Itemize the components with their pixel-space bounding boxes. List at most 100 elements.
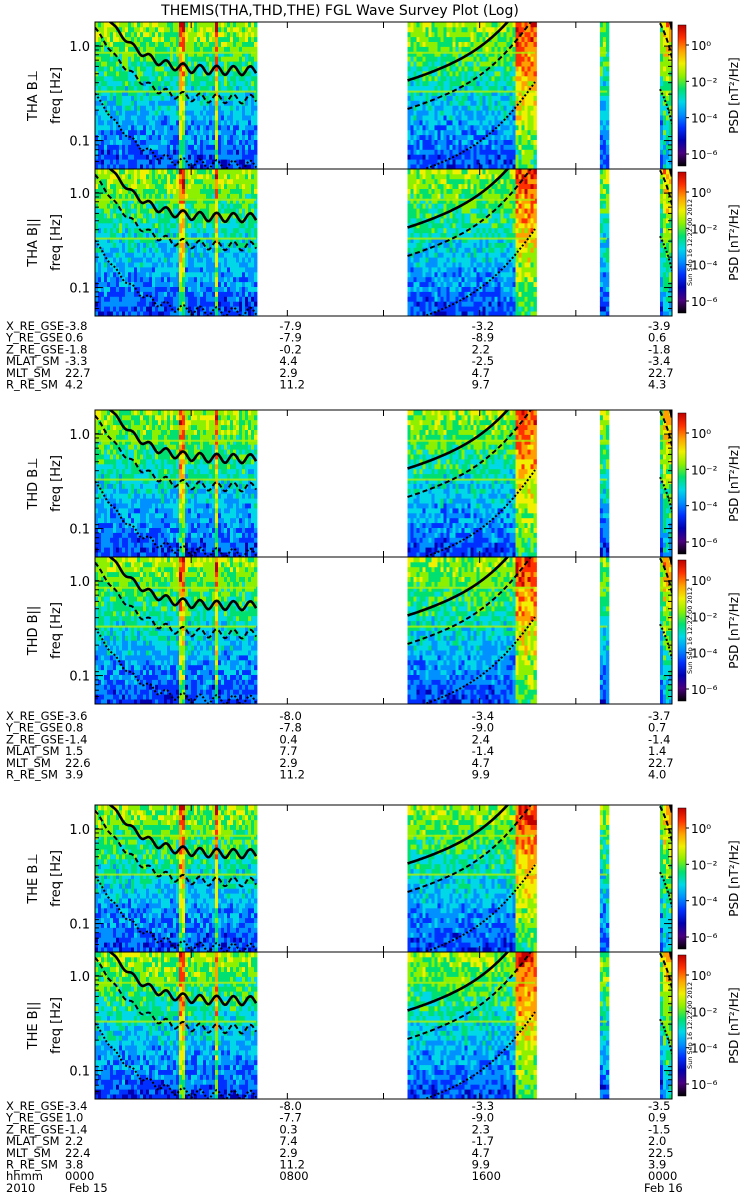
spectrogram-cell	[425, 22, 429, 28]
spectrogram-cell	[158, 95, 162, 101]
spectrogram-cell	[422, 41, 426, 47]
spectrogram-cell	[242, 193, 246, 199]
spectrogram-cell	[185, 46, 189, 52]
spectrogram-cell	[194, 178, 198, 185]
spectrogram-cell	[530, 75, 534, 82]
spectrogram-cell	[455, 144, 459, 150]
spectrogram-cell	[660, 124, 664, 131]
spectrogram-cell	[446, 159, 450, 165]
spectrogram-cell	[663, 115, 667, 121]
spectrogram-cell	[182, 247, 186, 253]
spectrogram-cell	[197, 183, 201, 189]
spectrogram-cell	[98, 95, 102, 101]
spectrogram-cell	[107, 110, 111, 116]
spectrogram-cell	[488, 134, 492, 140]
spectrogram-cell	[164, 252, 168, 258]
spectrogram-cell	[410, 46, 414, 52]
spectrogram-cell	[95, 22, 99, 28]
spectrogram-cell	[509, 139, 513, 145]
spectrogram-cell	[245, 208, 249, 214]
spectrogram-cell	[143, 252, 147, 258]
spectrogram-cell	[248, 281, 252, 287]
spectrogram-cell	[230, 41, 234, 47]
spectrogram-cell	[524, 164, 528, 169]
spectrogram-cell	[110, 110, 114, 116]
spectrogram-cell	[125, 90, 129, 96]
spectrogram-cell	[248, 267, 252, 273]
spectrogram-cell	[521, 164, 525, 169]
spectrogram-cell	[419, 144, 423, 150]
spectrogram-cell	[104, 66, 108, 72]
spectrogram-cell	[125, 41, 129, 47]
spectrogram-cell	[518, 115, 522, 121]
spectrogram-cell	[419, 105, 423, 111]
spectrogram-cell	[434, 164, 438, 169]
spectrogram-cell	[164, 218, 168, 224]
spectrogram-cell	[113, 95, 117, 101]
spectrogram-cell	[518, 159, 522, 165]
spectrogram-cell	[209, 247, 213, 253]
spectrogram-cell	[239, 178, 243, 185]
spectrogram-cell	[167, 213, 171, 219]
spectrogram-cell	[110, 276, 114, 283]
spectrogram-cell	[443, 100, 447, 106]
spectrogram-cell	[422, 105, 426, 111]
spectrogram-cell	[182, 267, 186, 273]
spectrogram-cell	[527, 61, 531, 67]
spectrogram-cell	[98, 159, 102, 165]
spectrogram-cell	[143, 247, 147, 253]
spectrogram-cell	[464, 90, 468, 96]
spectrogram-cell	[446, 66, 450, 72]
spectrogram-cell	[104, 252, 108, 258]
spectrogram-cell	[107, 41, 111, 47]
spectrogram-cell	[236, 232, 240, 238]
spectrogram-cell	[146, 218, 150, 224]
spectrogram-cell	[182, 222, 186, 229]
spectrogram-cell	[230, 286, 234, 292]
spectrogram-cell	[152, 311, 156, 316]
spectrogram-cell	[146, 306, 150, 312]
spectrogram-cell	[227, 129, 231, 136]
spectrogram-cell	[218, 169, 222, 175]
spectrogram-cell	[188, 169, 192, 175]
spectrogram-cell	[242, 291, 246, 297]
spectrogram-cell	[137, 247, 141, 253]
spectrogram-cell	[149, 56, 153, 62]
spectrogram-cell	[161, 31, 165, 38]
spectrogram-cell	[506, 85, 510, 91]
spectrogram-cell	[125, 198, 129, 204]
spectrogram-cell	[107, 252, 111, 258]
spectrogram-cell	[518, 85, 522, 91]
noise-band	[659, 90, 672, 93]
spectrogram-cell	[521, 51, 525, 57]
spectrogram-cell	[200, 276, 204, 283]
spectrogram-cell	[449, 110, 453, 116]
spectrogram-cell	[167, 95, 171, 101]
spectrogram-cell	[155, 222, 159, 229]
spectrogram-cell	[155, 193, 159, 199]
spectrogram-cell	[518, 154, 522, 160]
spectrogram-cell	[116, 222, 120, 229]
spectrogram-cell	[155, 22, 159, 28]
spectrogram-cell	[221, 144, 225, 150]
spectrogram-cell	[221, 110, 225, 116]
spectrogram-cell	[230, 218, 234, 224]
spectrogram-cell	[206, 267, 210, 273]
spectrogram-cell	[98, 66, 102, 72]
spectrogram-cell	[473, 100, 477, 106]
spectrogram-cell	[666, 90, 670, 96]
spectrogram-cell	[179, 164, 183, 169]
spectrogram-cell	[149, 296, 153, 302]
spectrogram-cell	[506, 26, 510, 33]
spectrogram-cell	[227, 193, 231, 199]
spectrogram-cell	[113, 252, 117, 258]
spectrogram-cell	[452, 105, 456, 111]
spectrogram-cell	[194, 134, 198, 140]
spectrogram-cell	[143, 85, 147, 91]
spectrogram-cell	[245, 183, 249, 189]
spectrogram-cell	[101, 232, 105, 238]
spectrogram-cell	[407, 247, 411, 253]
spectrogram-cell	[413, 129, 417, 136]
spectrogram-cell	[95, 46, 99, 52]
spectrogram-cell	[242, 75, 246, 82]
